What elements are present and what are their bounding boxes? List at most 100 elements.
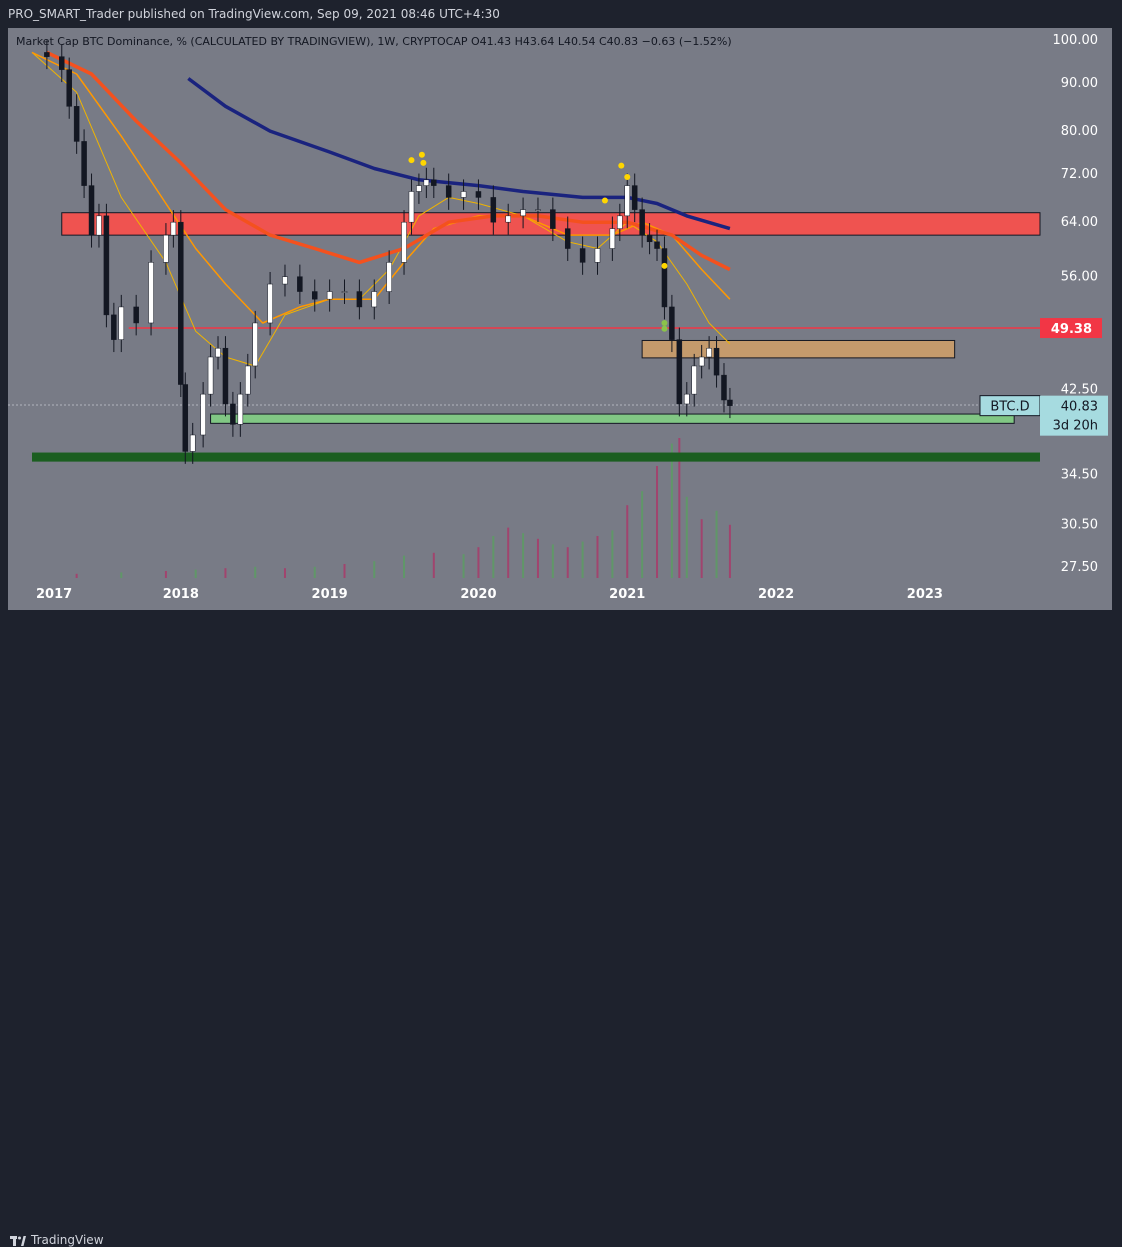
candle-body xyxy=(73,106,80,142)
candle-body xyxy=(386,262,392,292)
volume-bar xyxy=(566,547,569,578)
price-chart-svg[interactable]: 100.00 90.00 80.00 72.00 64.00 56.00 42.50 34.5… xyxy=(0,0,1122,612)
tradingview-brand-text: TradingView xyxy=(31,1233,104,1247)
candle-body xyxy=(96,215,102,236)
volume-bar xyxy=(432,552,435,578)
candle-body xyxy=(594,248,601,263)
volume-bar xyxy=(536,538,539,578)
volume-bar xyxy=(685,496,688,578)
y-axis-tick-label: 56.00 xyxy=(1061,270,1098,285)
candle-body xyxy=(408,191,415,223)
signal-marker xyxy=(408,157,415,164)
candle-body xyxy=(111,314,117,340)
candle-body xyxy=(245,365,251,395)
candle-body xyxy=(222,347,229,405)
candle-body xyxy=(631,185,638,210)
candle-body xyxy=(230,403,236,425)
candle-body xyxy=(617,215,623,229)
candle-body xyxy=(624,185,631,217)
volume-bar xyxy=(254,566,257,578)
candle-body xyxy=(445,185,452,198)
candle-body xyxy=(520,209,526,217)
volume-bar xyxy=(715,510,718,578)
candle-body xyxy=(118,306,125,340)
x-axis-tick-label: 2022 xyxy=(758,587,794,602)
candle-body xyxy=(646,234,653,243)
candle-body xyxy=(535,209,541,211)
candle-body xyxy=(311,291,318,300)
candle-body xyxy=(676,339,683,405)
candle-body xyxy=(505,215,511,223)
y-axis-tick-label: 34.50 xyxy=(1061,467,1098,482)
volume-bar xyxy=(700,519,703,578)
volume-bar xyxy=(596,536,599,578)
candle-body xyxy=(297,276,303,292)
volume-bar xyxy=(343,564,346,578)
y-axis-tick-label: 80.00 xyxy=(1061,124,1098,139)
candle-body xyxy=(215,347,221,358)
candle-body xyxy=(475,191,482,198)
signal-marker xyxy=(418,151,425,158)
chart-pane[interactable] xyxy=(8,28,1112,610)
volume-bar xyxy=(75,573,78,578)
moving-average-line xyxy=(187,77,731,231)
volume-bar xyxy=(728,524,731,578)
volume-bar xyxy=(522,533,525,578)
signal-marker xyxy=(624,173,631,180)
candle-body xyxy=(423,179,430,186)
volume-bar xyxy=(678,438,681,578)
volume-bar xyxy=(656,466,659,578)
candle-body xyxy=(133,306,139,324)
x-axis-tick-label: 2020 xyxy=(460,587,496,602)
volume-bar xyxy=(477,547,480,578)
volume-bar xyxy=(581,541,584,578)
zone-support xyxy=(210,413,1015,424)
zone-bottom xyxy=(32,452,1040,462)
bar-countdown-label: 3d 20h xyxy=(1053,419,1098,434)
y-axis-tick-label: 42.50 xyxy=(1061,382,1098,397)
candle-body xyxy=(490,197,497,223)
volume-bar xyxy=(626,505,629,578)
candle-body xyxy=(691,365,697,395)
candle-body xyxy=(237,393,244,425)
candle-body xyxy=(178,221,184,385)
y-axis-tick-label: 90.00 xyxy=(1061,76,1098,91)
footer-bar: TradingView xyxy=(0,612,1122,1247)
candle-body xyxy=(684,393,690,405)
signal-marker xyxy=(420,159,427,166)
volume-bar xyxy=(492,536,495,578)
candle-body xyxy=(706,347,712,358)
candle-body xyxy=(148,262,154,324)
x-axis-tick-label: 2023 xyxy=(907,587,943,602)
tradingview-logo[interactable]: TradingView xyxy=(10,1233,104,1247)
x-axis-tick-label: 2018 xyxy=(163,587,199,602)
candle-body xyxy=(103,215,110,316)
level-price-label: 49.38 xyxy=(1051,322,1092,337)
candle-body xyxy=(81,141,87,186)
volume-bar xyxy=(641,491,644,578)
candle-body xyxy=(163,234,169,263)
candle-body xyxy=(639,209,645,236)
candle-body xyxy=(44,52,50,57)
volume-bar xyxy=(507,527,510,578)
candle-body xyxy=(88,185,95,236)
last-price-tag xyxy=(1040,395,1108,436)
symbol-tag-label: BTC.D xyxy=(990,400,1029,415)
volume-bar xyxy=(611,530,614,578)
volume-bar xyxy=(120,572,123,578)
tradingview-logo-icon xyxy=(10,1235,26,1246)
candle-body xyxy=(727,399,733,406)
x-axis-tick-label: 2017 xyxy=(36,587,72,602)
y-axis-tick-label: 64.00 xyxy=(1061,215,1098,230)
candle-body xyxy=(698,356,705,367)
volume-bar xyxy=(373,561,376,578)
candle-body xyxy=(609,228,616,249)
candle-body xyxy=(170,221,177,236)
candle-body xyxy=(356,291,363,308)
candle-body xyxy=(326,291,333,300)
candle-body xyxy=(267,283,273,324)
candle-body xyxy=(721,374,727,401)
candle-body xyxy=(431,179,437,186)
signal-marker xyxy=(601,197,608,204)
candle-body xyxy=(252,322,258,367)
